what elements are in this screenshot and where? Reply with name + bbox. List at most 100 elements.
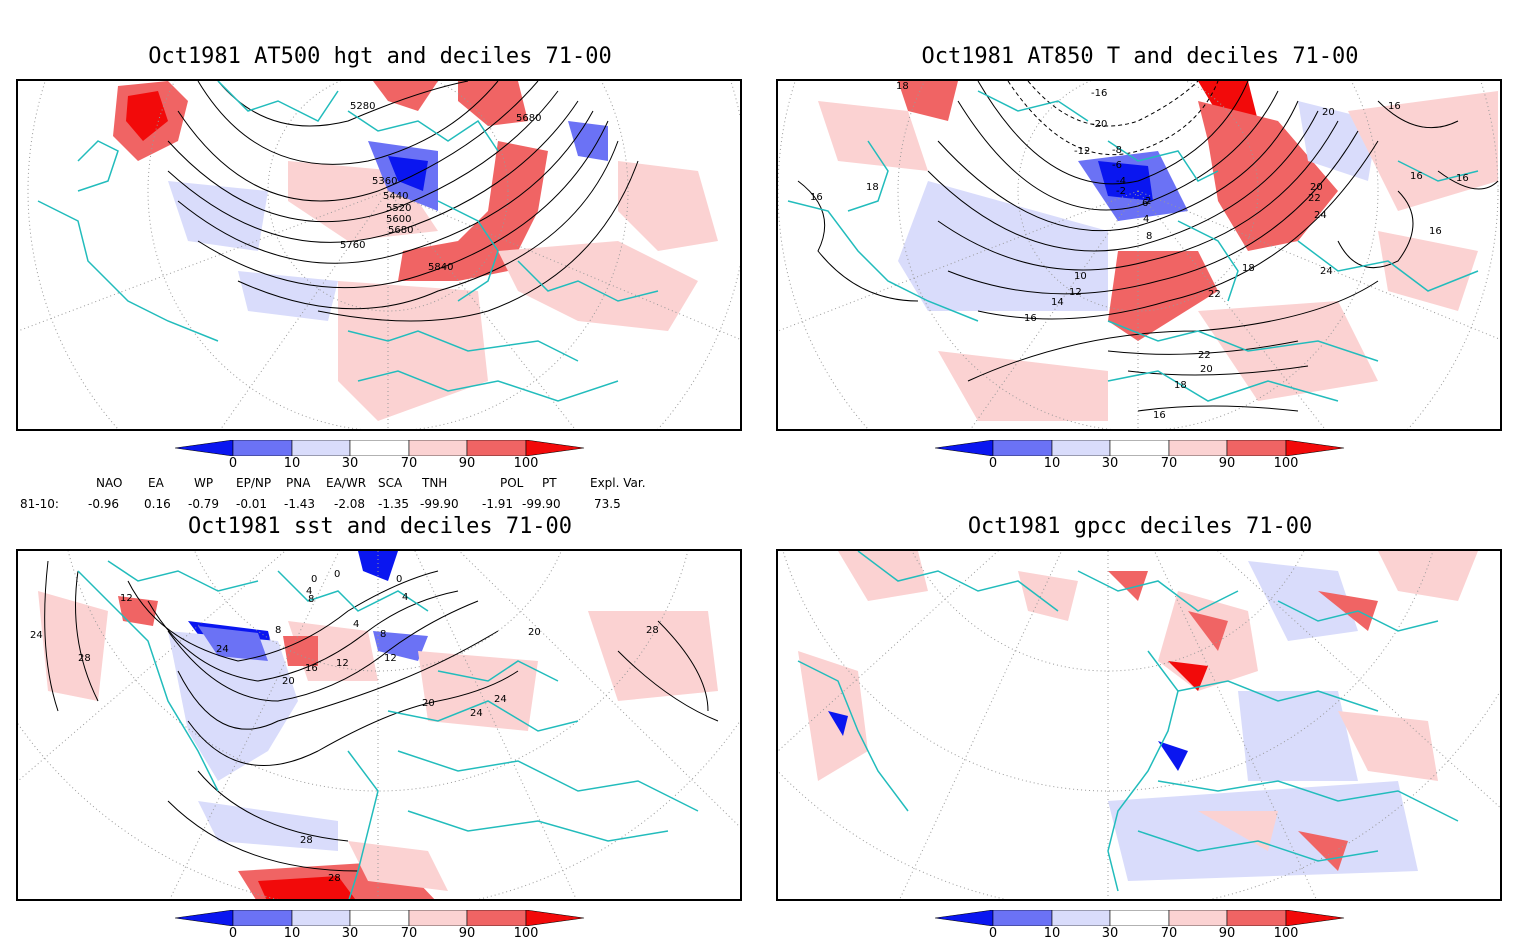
contour-label: 10 <box>1074 271 1087 282</box>
colorbar-tick: 90 <box>1218 926 1236 941</box>
contour-label: 20 <box>1200 364 1213 375</box>
decile-area <box>418 651 538 731</box>
coastline <box>1397 160 1479 182</box>
contour-label: 18 <box>866 182 879 193</box>
contour-label: -2 <box>1116 186 1126 197</box>
coastline <box>1177 680 1379 712</box>
decile-area <box>258 876 356 899</box>
coastline <box>77 570 219 792</box>
decile-area <box>1248 561 1358 641</box>
contour-label: 16 <box>1153 410 1166 421</box>
coastline <box>1077 570 1239 612</box>
coastline <box>977 90 1089 122</box>
contour-label: 24 <box>470 708 483 719</box>
colorbar-tick: 100 <box>513 456 539 471</box>
contour-label: 8 <box>308 594 314 605</box>
colorbar-tick: 0 <box>228 456 238 471</box>
contour-label: -20 <box>1091 119 1107 130</box>
contour-label: 4 <box>306 586 312 597</box>
colorbar-tick: 70 <box>1160 926 1178 941</box>
colorbar-at850: 0 10 30 70 90 100 <box>935 440 1345 480</box>
index-header: SCA <box>378 476 403 490</box>
contour-label: 20 <box>528 627 541 638</box>
decile-area <box>568 121 608 161</box>
colorbar-segment <box>935 440 994 456</box>
decile-area <box>1098 161 1153 201</box>
coastline <box>1157 780 1459 822</box>
coastline <box>347 750 379 899</box>
coastline <box>1107 370 1339 402</box>
colorbar-tick: 90 <box>458 926 476 941</box>
contour-label: 24 <box>1320 266 1333 277</box>
colorbar-at500: 0 10 30 70 90 100 <box>175 440 585 480</box>
contour-label: 5680 <box>388 225 413 236</box>
contour-label: 5520 <box>386 203 411 214</box>
colorbar-segment <box>232 910 293 926</box>
contour-label: 16 <box>1388 101 1401 112</box>
decile-speckle-group <box>798 551 1478 881</box>
contour-label: 8 <box>380 629 386 640</box>
contour-label: 18 <box>1174 380 1187 391</box>
contour-label: 20 <box>422 698 435 709</box>
decile-area <box>938 351 1108 421</box>
decile-area <box>168 181 268 251</box>
index-header: TNH <box>422 476 448 490</box>
decile-area <box>898 181 1108 311</box>
contour-label: -12 <box>1074 146 1090 157</box>
contour-label: 24 <box>494 694 507 705</box>
contour-label: 16 <box>1456 173 1469 184</box>
index-header: EA/WR <box>326 476 367 490</box>
coastline <box>437 200 499 302</box>
map-panel-sst: 0 0 0 4 4 8 12 8 8 4 12 12 16 20 24 24 2… <box>16 549 742 901</box>
index-header: NAO <box>96 476 123 490</box>
contour-label: 12 <box>1069 287 1082 298</box>
contour-label: 28 <box>78 653 91 664</box>
colorbar-segment <box>349 910 410 926</box>
index-header: EP/NP <box>236 476 272 490</box>
colorbar-segment <box>525 440 585 456</box>
contour-label: 28 <box>646 625 659 636</box>
colorbar-segment <box>291 910 351 926</box>
decile-area <box>458 81 528 126</box>
contour-label: 20 <box>1322 107 1335 118</box>
coastline <box>1177 220 1239 302</box>
colorbar-tick: 90 <box>458 456 476 471</box>
decile-area <box>898 81 958 121</box>
colorbar-segment <box>1168 440 1228 456</box>
colorbar-tick: 70 <box>1160 456 1178 471</box>
coastline <box>387 700 579 732</box>
colorbar-segment <box>1051 910 1111 926</box>
contour-label: 28 <box>300 835 313 846</box>
colorbar-segment <box>1285 440 1345 456</box>
decile-area <box>828 711 848 736</box>
contour-label: 20 <box>282 676 295 687</box>
index-value: -2.08 <box>334 497 366 511</box>
index-value: 73.5 <box>594 497 621 511</box>
contour-label: -6 <box>1112 160 1122 171</box>
decile-area <box>1158 741 1188 771</box>
decile-area <box>373 81 438 111</box>
contour-label: 24 <box>216 644 229 655</box>
colorbar-tick: 70 <box>400 456 418 471</box>
colorbar-tick: 0 <box>988 456 998 471</box>
contour-label: 22 <box>1208 289 1221 300</box>
contour-label: 12 <box>120 593 133 604</box>
contour-label: 18 <box>896 81 909 92</box>
coastline <box>787 200 979 322</box>
contour-label: 16 <box>810 192 823 203</box>
contour-label: 5840 <box>428 262 453 273</box>
index-header: POL <box>500 476 524 490</box>
colorbar-tick: 100 <box>513 926 539 941</box>
decile-area <box>618 161 718 251</box>
contour-label: 16 <box>1410 171 1423 182</box>
decile-area <box>1168 661 1208 691</box>
decile-area <box>388 156 428 191</box>
index-value: 0.16 <box>144 497 171 511</box>
contour-label: 14 <box>1051 297 1064 308</box>
contour-label: 0 <box>311 574 317 585</box>
decile-area <box>1018 571 1078 621</box>
colorbar-segment <box>1109 910 1170 926</box>
decile-area <box>238 271 338 321</box>
contour-label: 28 <box>328 873 341 884</box>
colorbar-segment <box>466 440 527 456</box>
